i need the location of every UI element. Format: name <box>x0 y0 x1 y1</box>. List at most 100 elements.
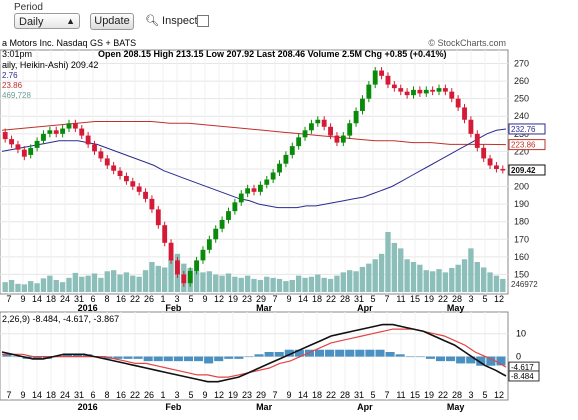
volume-value-label: 246972 <box>511 280 538 289</box>
x-tick-label: 8 <box>104 294 109 304</box>
macd-histogram-bar <box>163 356 173 362</box>
candle-body <box>47 130 53 134</box>
x-tick-label: 22 <box>130 294 140 304</box>
x-tick-label: 18 <box>46 294 56 304</box>
volume-bar <box>423 270 429 292</box>
x-tick-label: 16 <box>116 294 126 304</box>
x-tick-label: 26 <box>144 294 154 304</box>
macd-histogram-bar <box>345 349 355 357</box>
macd-x-tick-label: 1 <box>160 390 165 400</box>
macd-month-label: May <box>447 402 465 412</box>
symbol-title: a Motors Inc. Nasdaq GS + BATS <box>2 38 136 48</box>
volume-bar <box>104 271 110 292</box>
macd-histogram-bar <box>62 354 73 357</box>
volume-bar <box>461 259 468 292</box>
macd-histogram-bar <box>476 356 486 366</box>
macd-x-tick-label: 16 <box>116 390 126 400</box>
x-tick-label: 7 <box>384 294 389 304</box>
candle-body <box>123 176 129 182</box>
macd-histogram-bar <box>355 349 365 357</box>
macd-month-label: Apr <box>357 402 373 412</box>
macd-x-tick-label: 9 <box>286 390 291 400</box>
candle-body <box>308 123 314 131</box>
macd-histogram-bar <box>173 356 183 362</box>
candle-body <box>417 89 423 94</box>
candle-body <box>353 110 359 124</box>
candle-body <box>143 191 148 199</box>
volume-bar <box>449 268 455 292</box>
volume-bar <box>168 259 174 292</box>
price-tick-label: 160 <box>514 252 529 262</box>
ma200-line <box>1 121 507 146</box>
volume-bar <box>417 264 423 292</box>
x-tick-label: 5 <box>370 294 375 304</box>
x-tick-label: 3 <box>174 294 179 304</box>
macd-value-label: -8.484 <box>511 372 534 381</box>
candle-body <box>206 239 212 250</box>
candle-body <box>315 119 321 124</box>
macd-x-tick-label: 22 <box>326 390 336 400</box>
candle-body <box>494 165 499 169</box>
candle-body <box>72 123 78 129</box>
volume-bar <box>110 270 117 292</box>
macd-histogram-bar <box>183 356 194 362</box>
volume-bar <box>410 262 417 292</box>
volume-bar <box>232 276 238 292</box>
candle-body <box>117 170 123 176</box>
volume-bar <box>295 275 302 292</box>
inspect-checkbox[interactable] <box>197 15 209 27</box>
macd-histogram-bar <box>395 354 405 357</box>
volume-bar <box>276 278 283 292</box>
quote-line: Open 208.15 High 213.15 Low 207.92 Last … <box>98 49 447 59</box>
watermark: © StockCharts.com <box>428 38 506 48</box>
macd-histogram-bar <box>365 349 375 357</box>
macd-x-tick-label: 22 <box>438 390 448 400</box>
macd-histogram-bar <box>425 356 435 359</box>
candle-body <box>162 225 168 243</box>
candle-body <box>15 144 21 150</box>
x-tick-label: 5 <box>188 294 193 304</box>
update-button[interactable]: Update <box>90 13 134 30</box>
volume-bar <box>40 278 47 292</box>
candle-body <box>462 107 467 120</box>
macd-x-tick-label: 14 <box>32 390 42 400</box>
macd-x-tick-label: 31 <box>74 390 84 400</box>
candle-body <box>360 98 365 111</box>
volume-bar <box>398 248 404 292</box>
volume-bar <box>327 278 334 292</box>
candle-body <box>366 84 372 99</box>
legend-ma200: 23.86 <box>2 81 23 90</box>
price-tick-label: 190 <box>514 199 529 209</box>
macd-histogram-bar <box>194 356 204 362</box>
macd-histogram-bar <box>435 356 446 362</box>
x-tick-label: 12 <box>214 294 224 304</box>
period-value: Daily <box>19 16 44 28</box>
legend-volume: 469,728 <box>2 91 31 100</box>
candle-body <box>175 260 180 275</box>
volume-bar <box>85 275 91 292</box>
volume-bar <box>47 275 53 292</box>
macd-tick-label: 10 <box>516 329 526 339</box>
candle-body <box>136 186 142 192</box>
inspect-toggle[interactable]: 🔍︎ Inspect <box>145 14 198 27</box>
candle-body <box>347 123 353 136</box>
volume-bar <box>225 273 232 292</box>
volume-bar <box>8 280 15 292</box>
period-select[interactable]: Daily ▲ <box>14 13 80 29</box>
volume-bar <box>334 275 340 292</box>
macd-x-tick-label: 26 <box>144 390 154 400</box>
macd-x-tick-label: 15 <box>410 390 420 400</box>
price-panel <box>0 49 509 295</box>
x-tick-label: 28 <box>340 294 350 304</box>
time-label: 3:01pm <box>2 49 32 59</box>
x-tick-label: 1 <box>160 294 165 304</box>
macd-x-tick-label: 23 <box>242 390 252 400</box>
volume-bar <box>500 278 506 292</box>
volume-bar <box>283 281 289 292</box>
candle-body <box>411 89 416 96</box>
candle-body <box>149 198 155 210</box>
candle-body <box>449 91 455 99</box>
macd-value-label: -4.617 <box>511 363 534 372</box>
macd-histogram-bar <box>214 356 224 362</box>
volume-bar <box>72 272 79 292</box>
